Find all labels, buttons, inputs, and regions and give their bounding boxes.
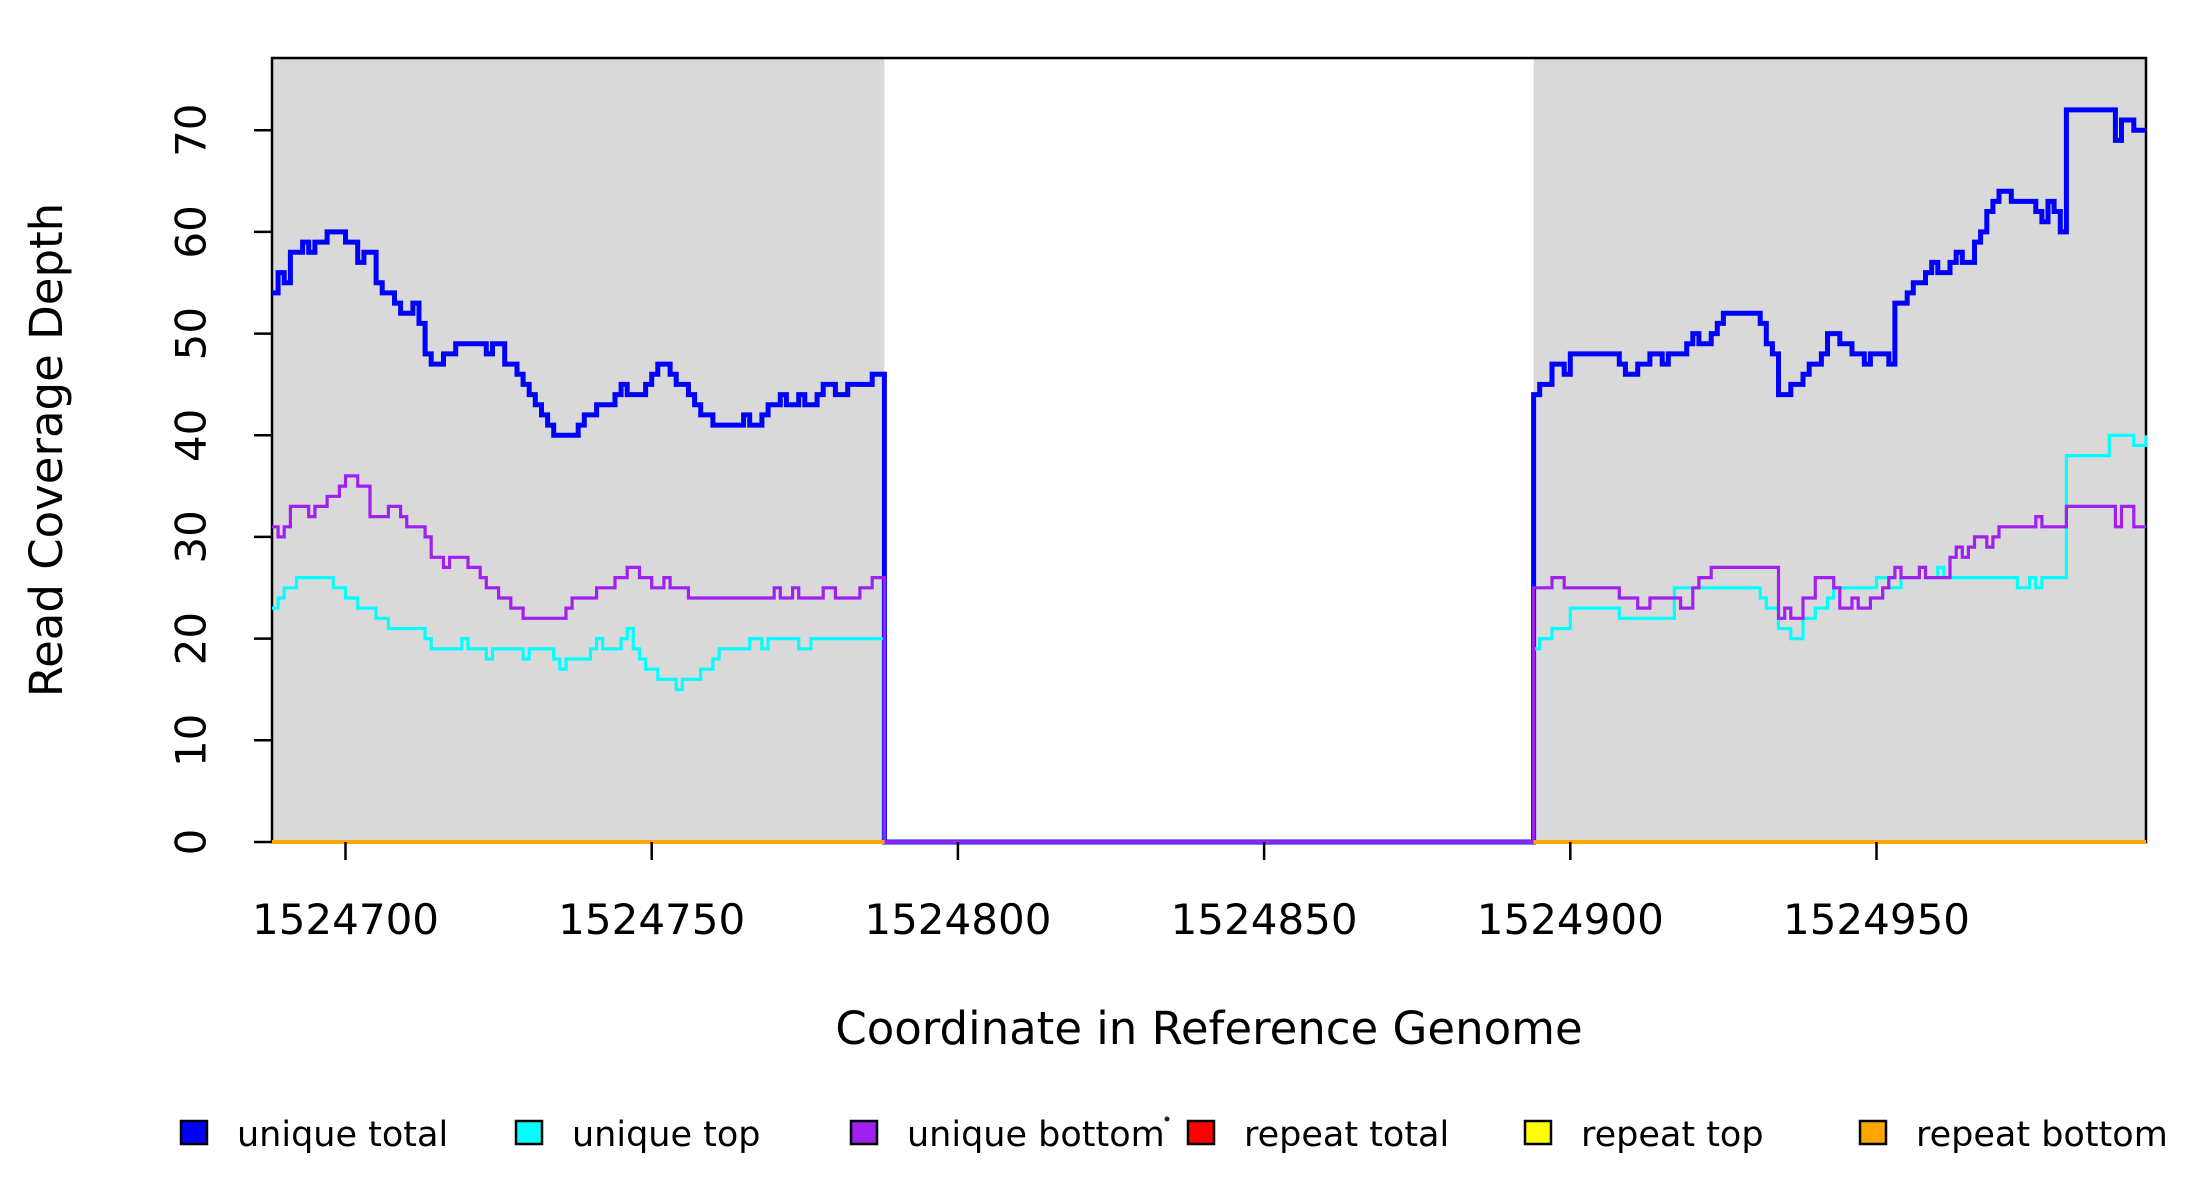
- legend-label: unique bottom: [907, 1115, 1165, 1155]
- x-axis-title: Coordinate in Reference Genome: [835, 1002, 1582, 1055]
- legend-swatch: [849, 1119, 879, 1146]
- y-tick-label: 0: [167, 829, 216, 856]
- data-series: [272, 107, 2148, 845]
- x-tick-label: 1524850: [1171, 895, 1358, 944]
- legend-label: unique total: [237, 1115, 448, 1155]
- series-line-unique-total: [272, 107, 2146, 845]
- y-axis-title: Read Coverage Depth: [20, 203, 73, 697]
- y-tick-label: 20: [167, 612, 216, 665]
- y-tick-label: 40: [167, 409, 216, 462]
- legend-item: repeat total: [1186, 1115, 1449, 1155]
- legend-item: unique total: [179, 1115, 448, 1155]
- legend-swatch: [179, 1119, 209, 1146]
- repeat-region-left: [272, 58, 885, 842]
- y-tick-label: 30: [167, 510, 216, 563]
- legend-swatch: [514, 1119, 544, 1146]
- legend-label: repeat total: [1244, 1115, 1449, 1155]
- x-tick-label: 1524950: [1783, 895, 1970, 944]
- legend: unique total unique top unique bottom repea…: [179, 1115, 2168, 1155]
- y-tick-label: 10: [167, 714, 216, 767]
- y-tick-label: 60: [167, 205, 216, 258]
- legend-swatch: [1858, 1119, 1888, 1146]
- legend-item: unique bottom: [849, 1115, 1165, 1155]
- legend-label: unique top: [572, 1115, 761, 1155]
- x-tick-label: 1524700: [252, 895, 439, 944]
- y-tick-label: 70: [167, 103, 216, 156]
- x-tick-label: 1524900: [1477, 895, 1664, 944]
- legend-swatch: [1523, 1119, 1553, 1146]
- legend-item: unique top: [514, 1115, 761, 1155]
- shaded-regions: [272, 58, 2146, 842]
- repeat-region-right: [1533, 58, 2146, 842]
- x-tick-label: 1524800: [864, 895, 1051, 944]
- legend-label: repeat top: [1581, 1115, 1764, 1155]
- legend-label: repeat bottom: [1916, 1115, 2168, 1155]
- legend-item: repeat top: [1523, 1115, 1764, 1155]
- series-line-unique-bottom: [272, 474, 2146, 844]
- legend-item: repeat bottom: [1858, 1115, 2168, 1155]
- x-tick-label: 1524750: [558, 895, 745, 944]
- legend-swatch: [1186, 1119, 1216, 1146]
- stray-dot: [1164, 1116, 1170, 1122]
- y-tick-label: 50: [167, 307, 216, 360]
- axes: 1524700 1524750 1524800 1524850 1524900 15249…: [167, 103, 1971, 944]
